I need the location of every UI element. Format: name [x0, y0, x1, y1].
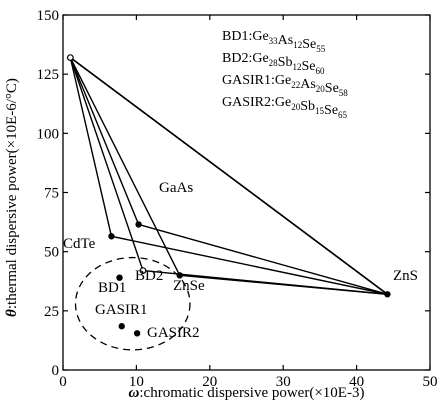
- point-label-GASIR2: GASIR2: [147, 325, 200, 341]
- point-ZnSe: [176, 272, 183, 279]
- legend-entry-BD2: BD2:Ge28Sb12Se60: [222, 51, 325, 76]
- y-axis-title: θ:thermal dispersive power(×10E-6/°C): [4, 78, 20, 317]
- legend-subscript: 58: [339, 88, 349, 98]
- legend-element: Se: [325, 81, 339, 96]
- point-label-ZnSe: ZnSe: [173, 278, 205, 294]
- legend-label: GASIR1:: [222, 73, 275, 88]
- triangle-ZnSe: [69, 56, 389, 295]
- x-tick-label: 0: [59, 374, 67, 390]
- legend-subscript: 20: [316, 84, 326, 94]
- legend-label: BD1:: [222, 29, 252, 44]
- y-tick-label: 100: [37, 126, 60, 142]
- point-label-GASIR1: GASIR1: [95, 302, 148, 318]
- point-BD1: [116, 274, 123, 281]
- point-label-BD1: BD1: [98, 280, 126, 296]
- point-label-ZnS: ZnS: [393, 268, 418, 284]
- x-axis-title: ω:chromatic dispersive power(×10E-3): [129, 385, 365, 401]
- point-label-GaAs: GaAs: [159, 180, 193, 196]
- x-tick-label: 40: [349, 374, 364, 390]
- x-tick-label: 30: [276, 374, 291, 390]
- y-tick-label: 75: [44, 186, 59, 202]
- legend-element: Se: [302, 37, 316, 52]
- legend-element: Sb: [278, 55, 293, 70]
- legend-element: Se: [324, 103, 338, 118]
- point-GASIR2: [133, 330, 141, 337]
- point-CdTe: [108, 233, 115, 240]
- point-ZnS: [384, 291, 391, 298]
- triangle-lines: [69, 56, 389, 295]
- legend-entry-GASIR2: GASIR2:Ge20Sb15Se65: [222, 95, 348, 120]
- x-tick-label: 50: [423, 374, 438, 390]
- legend-subscript: 22: [291, 80, 300, 90]
- material-cluster-ellipse: [74, 256, 191, 351]
- legend-entry-BD1: BD1:Ge33As12Se55: [222, 29, 326, 54]
- legend-label: GASIR2:: [222, 95, 275, 110]
- legend-element: Se: [301, 59, 315, 74]
- legend-element: As: [300, 77, 316, 92]
- legend-subscript: 20: [291, 102, 301, 112]
- x-axis-text: :chromatic dispersive power(×10E-3): [139, 385, 364, 401]
- y-axis-symbol: θ: [4, 309, 20, 317]
- legend-subscript: 28: [269, 58, 279, 68]
- legend-subscript: 65: [338, 110, 348, 120]
- legend-subscript: 12: [292, 62, 301, 72]
- x-tick-label: 20: [202, 374, 217, 390]
- legend-element: Ge: [252, 51, 268, 66]
- legend-element: Ge: [252, 29, 268, 44]
- x-axis-symbol: ω: [129, 385, 140, 401]
- legend-subscript: 15: [315, 106, 325, 116]
- legend-element: Sb: [300, 99, 315, 114]
- legend-subscript: 55: [316, 44, 326, 54]
- y-tick-label: 50: [44, 245, 59, 261]
- y-tick-label: 150: [37, 8, 60, 24]
- legend-entry-GASIR1: GASIR1:Ge22As20Se58: [222, 73, 348, 98]
- x-tick-label: 10: [129, 374, 144, 390]
- legend-element: Ge: [275, 73, 291, 88]
- point-BD2: [139, 267, 147, 275]
- legend-element: Ge: [275, 95, 291, 110]
- legend-label: BD2:: [222, 51, 252, 66]
- legend-subscript: 60: [315, 66, 325, 76]
- legend-subscript: 33: [269, 36, 279, 46]
- y-tick-label: 125: [37, 67, 60, 83]
- point-label-CdTe: CdTe: [63, 236, 96, 252]
- legend-element: As: [278, 33, 294, 48]
- point-label-BD2: BD2: [135, 268, 163, 284]
- y-tick-label: 25: [44, 304, 59, 320]
- point-GaAs: [135, 221, 142, 228]
- point-GASIR1: [118, 323, 125, 330]
- point-apex: [66, 54, 74, 61]
- y-axis-text: :thermal dispersive power(×10E-6/°C): [4, 78, 20, 309]
- y-tick-label: 0: [52, 363, 60, 379]
- legend-subscript: 12: [293, 40, 302, 50]
